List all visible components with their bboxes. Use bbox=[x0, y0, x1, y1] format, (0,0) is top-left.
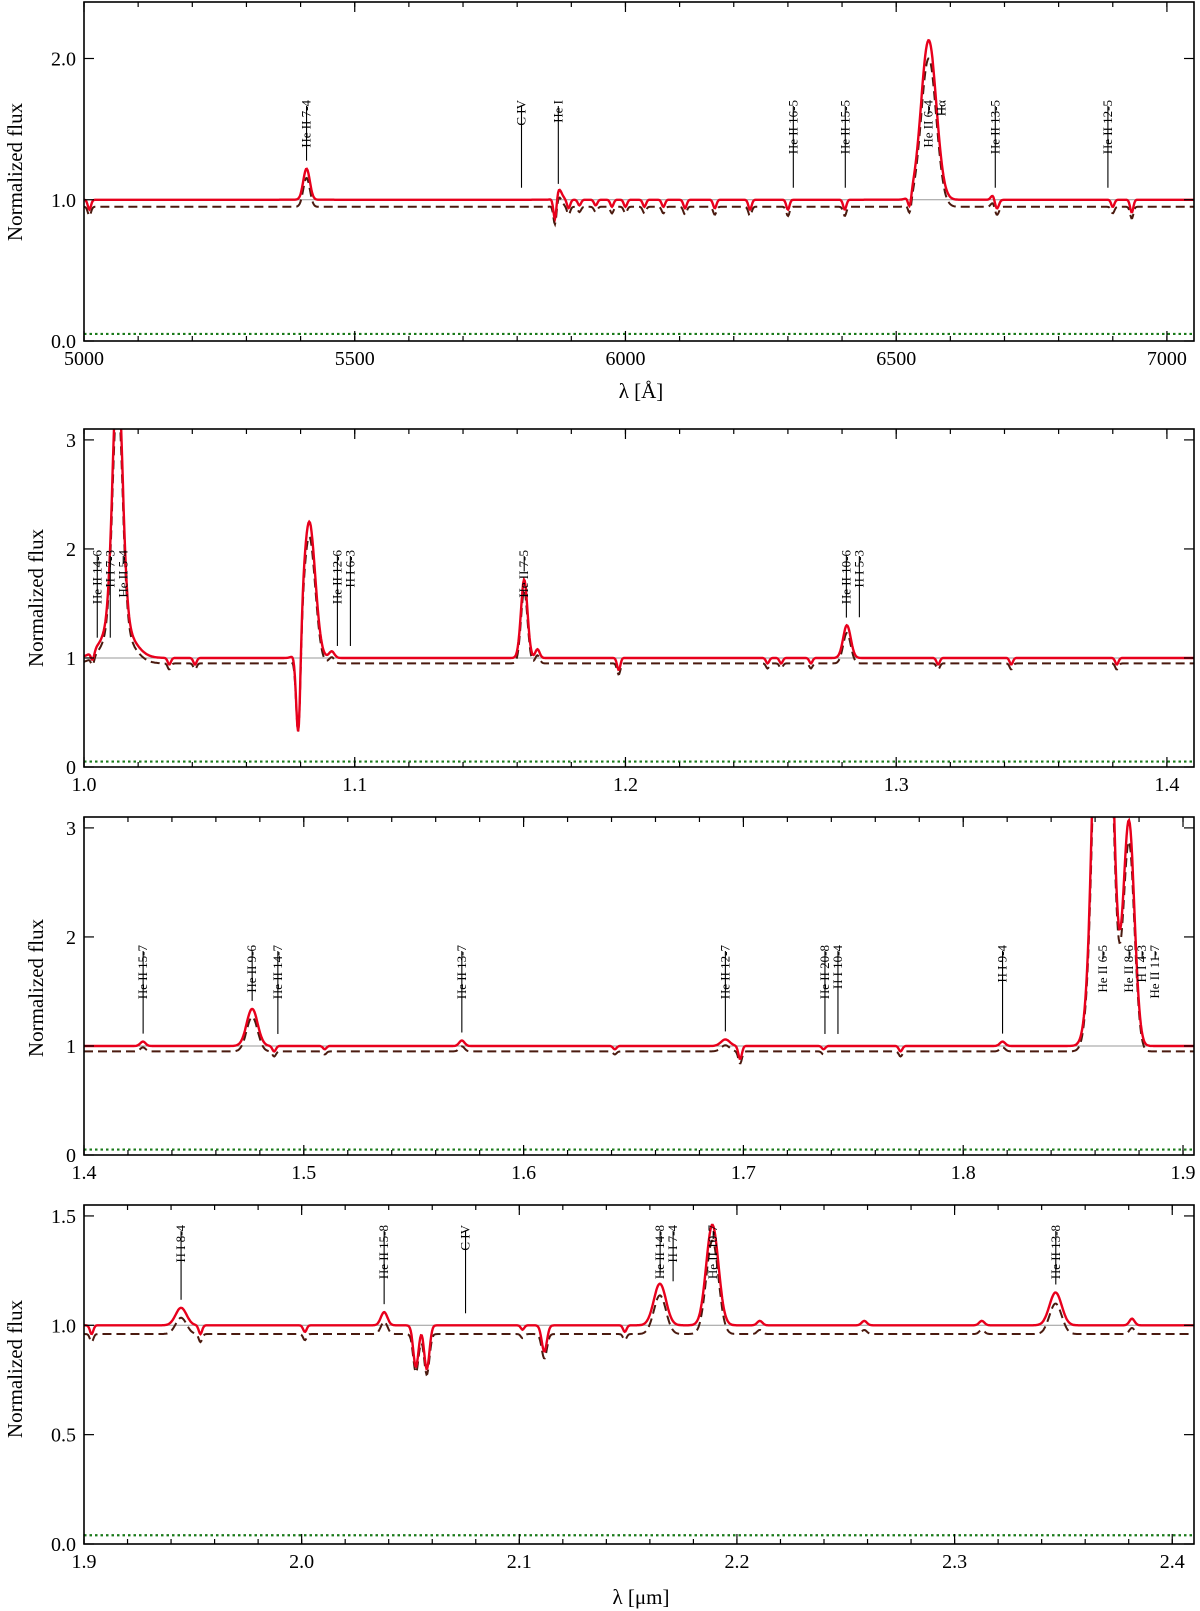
panel-3-line-label: He II 6-5 bbox=[1095, 945, 1110, 993]
panel-2-ylabel: Normalized flux bbox=[24, 528, 48, 667]
panel-2-ytick-label: 0 bbox=[66, 757, 76, 779]
panel-3-ytick-label: 3 bbox=[66, 818, 76, 840]
panel-4-line-label: H I 8-4 bbox=[173, 1225, 188, 1263]
panel-2-solid-series bbox=[84, 429, 1194, 732]
panel-3-line-label: H I 4-3 bbox=[1134, 945, 1149, 983]
panel-3-xtick-label: 1.4 bbox=[72, 1162, 97, 1184]
panel-4-xtick-label: 2.3 bbox=[942, 1551, 967, 1573]
panel-3-line-label: He II 14-7 bbox=[270, 945, 285, 1000]
panel-2-line-label: H I 6-3 bbox=[342, 550, 357, 588]
panel-4-line-label: He II 10-7 bbox=[705, 1225, 720, 1280]
panel-2-xtick-label: 1.1 bbox=[342, 774, 367, 796]
panel-4-dashed-series bbox=[84, 1239, 1194, 1377]
panel-1-line-label: He II 12-5 bbox=[1100, 100, 1115, 154]
panel-4-xtick-label: 1.9 bbox=[72, 1551, 97, 1573]
panel-1-ytick-label: 2.0 bbox=[51, 49, 76, 71]
panel-h-band: Normalized flux 1.4 1.5 1.6 1.7 1.8 1.9 0 1 2 3 He… bbox=[24, 816, 1196, 1184]
panel-1-xtick-label: 5500 bbox=[335, 348, 375, 370]
panel-1-line-label: C IV bbox=[514, 99, 529, 125]
panel-2-xtick-label: 1.3 bbox=[884, 774, 909, 796]
panel-1-line-label: He II 6-4 bbox=[921, 100, 936, 148]
panel-2-dashed-series bbox=[84, 429, 1194, 732]
panel-4-xtick-label: 2.1 bbox=[507, 1551, 532, 1573]
panel-4-solid-series bbox=[84, 1223, 1194, 1371]
panel-1-solid-series bbox=[84, 38, 1194, 223]
panel-2-xtick-label: 1.0 bbox=[72, 774, 97, 796]
panel-4-line-label: He II 14-8 bbox=[652, 1225, 667, 1279]
panel-4-line-label: C IV bbox=[458, 1224, 473, 1250]
panel-1-line-label: Hα bbox=[934, 100, 949, 116]
panel-2-xtick-label: 1.4 bbox=[1154, 774, 1179, 796]
panel-3-xtick-label: 1.6 bbox=[511, 1162, 536, 1184]
panel-4-ytick-label: 1.0 bbox=[51, 1315, 76, 1337]
panel-4-ytick-label: 1.5 bbox=[51, 1206, 76, 1228]
panel-3-xtick-label: 1.9 bbox=[1171, 1162, 1196, 1184]
panel-1-line-label: He II 16-5 bbox=[785, 100, 800, 154]
panel-4-xlabel: λ [μm] bbox=[612, 1585, 669, 1609]
panel-3-ytick-label: 1 bbox=[66, 1036, 76, 1058]
panel-1-line-label: He I bbox=[550, 100, 565, 123]
panel-3-line-label: He II 8-6 bbox=[1121, 945, 1136, 993]
panel-2-ytick-label: 2 bbox=[66, 539, 76, 561]
panel-4-line-label: H I 7-4 bbox=[665, 1225, 680, 1263]
panel-1-xtick-label: 6000 bbox=[605, 348, 645, 370]
panel-1-xtick-label: 6500 bbox=[876, 348, 916, 370]
panel-3-line-label: H I 9-4 bbox=[995, 945, 1010, 983]
panel-3-line-label: He II 20-8 bbox=[817, 945, 832, 999]
panel-4-frame bbox=[83, 1204, 1195, 1545]
panel-4-ylabel: Normalized flux bbox=[3, 1299, 27, 1438]
panel-optical: Normalized flux λ [Å] 5000 5500 6000 6500 70… bbox=[3, 1, 1195, 403]
panel-4-ytick-label: 0.0 bbox=[51, 1534, 76, 1556]
panel-3-ylabel: Normalized flux bbox=[24, 918, 48, 1057]
panel-1-xtick-label: 7000 bbox=[1147, 348, 1187, 370]
panel-3-solid-series bbox=[84, 817, 1194, 1060]
panel-4-xtick-label: 2.0 bbox=[289, 1551, 314, 1573]
panel-3-line-label: H I 10-4 bbox=[830, 945, 845, 990]
panel-2-line-label: H I 5-3 bbox=[851, 550, 866, 588]
panel-1-line-label: He II 13-5 bbox=[987, 100, 1002, 154]
panel-3-ytick-label: 2 bbox=[66, 927, 76, 949]
panel-3-line-label: He II 12-7 bbox=[717, 945, 732, 1000]
panel-1-xlabel: λ [Å] bbox=[619, 379, 664, 403]
panel-2-frame bbox=[83, 428, 1195, 768]
panel-4-xtick-label: 2.2 bbox=[724, 1551, 749, 1573]
panel-2-ytick-label: 3 bbox=[66, 430, 76, 452]
panel-j-band: Normalized flux 1.0 1.1 1.2 1.3 1.4 0 1 2 3 He II… bbox=[24, 428, 1195, 796]
panel-3-line-label: He II 15-7 bbox=[135, 945, 150, 1000]
panel-3-frame bbox=[83, 816, 1195, 1156]
panel-1-line-label: He II 15-5 bbox=[837, 100, 852, 154]
panel-3-line-label: He II 11-7 bbox=[1147, 945, 1162, 999]
panel-3-xtick-label: 1.8 bbox=[951, 1162, 976, 1184]
panel-3-ytick-label: 0 bbox=[66, 1145, 76, 1167]
panel-4-xtick-label: 2.4 bbox=[1160, 1551, 1185, 1573]
panel-2-line-label: He II 5-4 bbox=[115, 550, 130, 598]
panel-k-band: Normalized flux λ [μm] 1.9 2.0 2.1 2.2 2.3 2.… bbox=[3, 1204, 1195, 1609]
panel-2-ytick-label: 1 bbox=[66, 648, 76, 670]
panel-3-dashed-series bbox=[84, 817, 1194, 1065]
panel-1-dashed-series bbox=[84, 57, 1194, 228]
panel-1-xtick-label: 5000 bbox=[64, 348, 104, 370]
panel-1-line-label: He II 7-4 bbox=[299, 100, 314, 148]
panel-3-xtick-label: 1.5 bbox=[291, 1162, 316, 1184]
panel-2-line-label: He II 7-5 bbox=[516, 550, 531, 598]
panel-1-ylabel: Normalized flux bbox=[3, 102, 27, 241]
panel-2-line-label: He II 12-6 bbox=[329, 550, 344, 605]
panel-3-line-label: He II 9-6 bbox=[244, 945, 259, 993]
panel-2-line-label: H I 7-3 bbox=[102, 550, 117, 588]
panel-4-line-label: He II 15-8 bbox=[376, 1225, 391, 1279]
panel-4-line-label: He II 13-8 bbox=[1048, 1225, 1063, 1279]
panel-2-line-label: He II 14-6 bbox=[89, 550, 104, 605]
panel-2-line-label: He II 10-6 bbox=[838, 550, 853, 605]
panel-1-frame bbox=[83, 1, 1195, 342]
panel-3-xtick-label: 1.7 bbox=[731, 1162, 756, 1184]
panel-2-xtick-label: 1.2 bbox=[613, 774, 638, 796]
panel-1-ytick-label: 1.0 bbox=[51, 190, 76, 212]
panel-3-line-label: He II 13-7 bbox=[454, 945, 469, 1000]
panel-1-ytick-label: 0.0 bbox=[51, 331, 76, 353]
panel-4-ytick-label: 0.5 bbox=[51, 1425, 76, 1447]
